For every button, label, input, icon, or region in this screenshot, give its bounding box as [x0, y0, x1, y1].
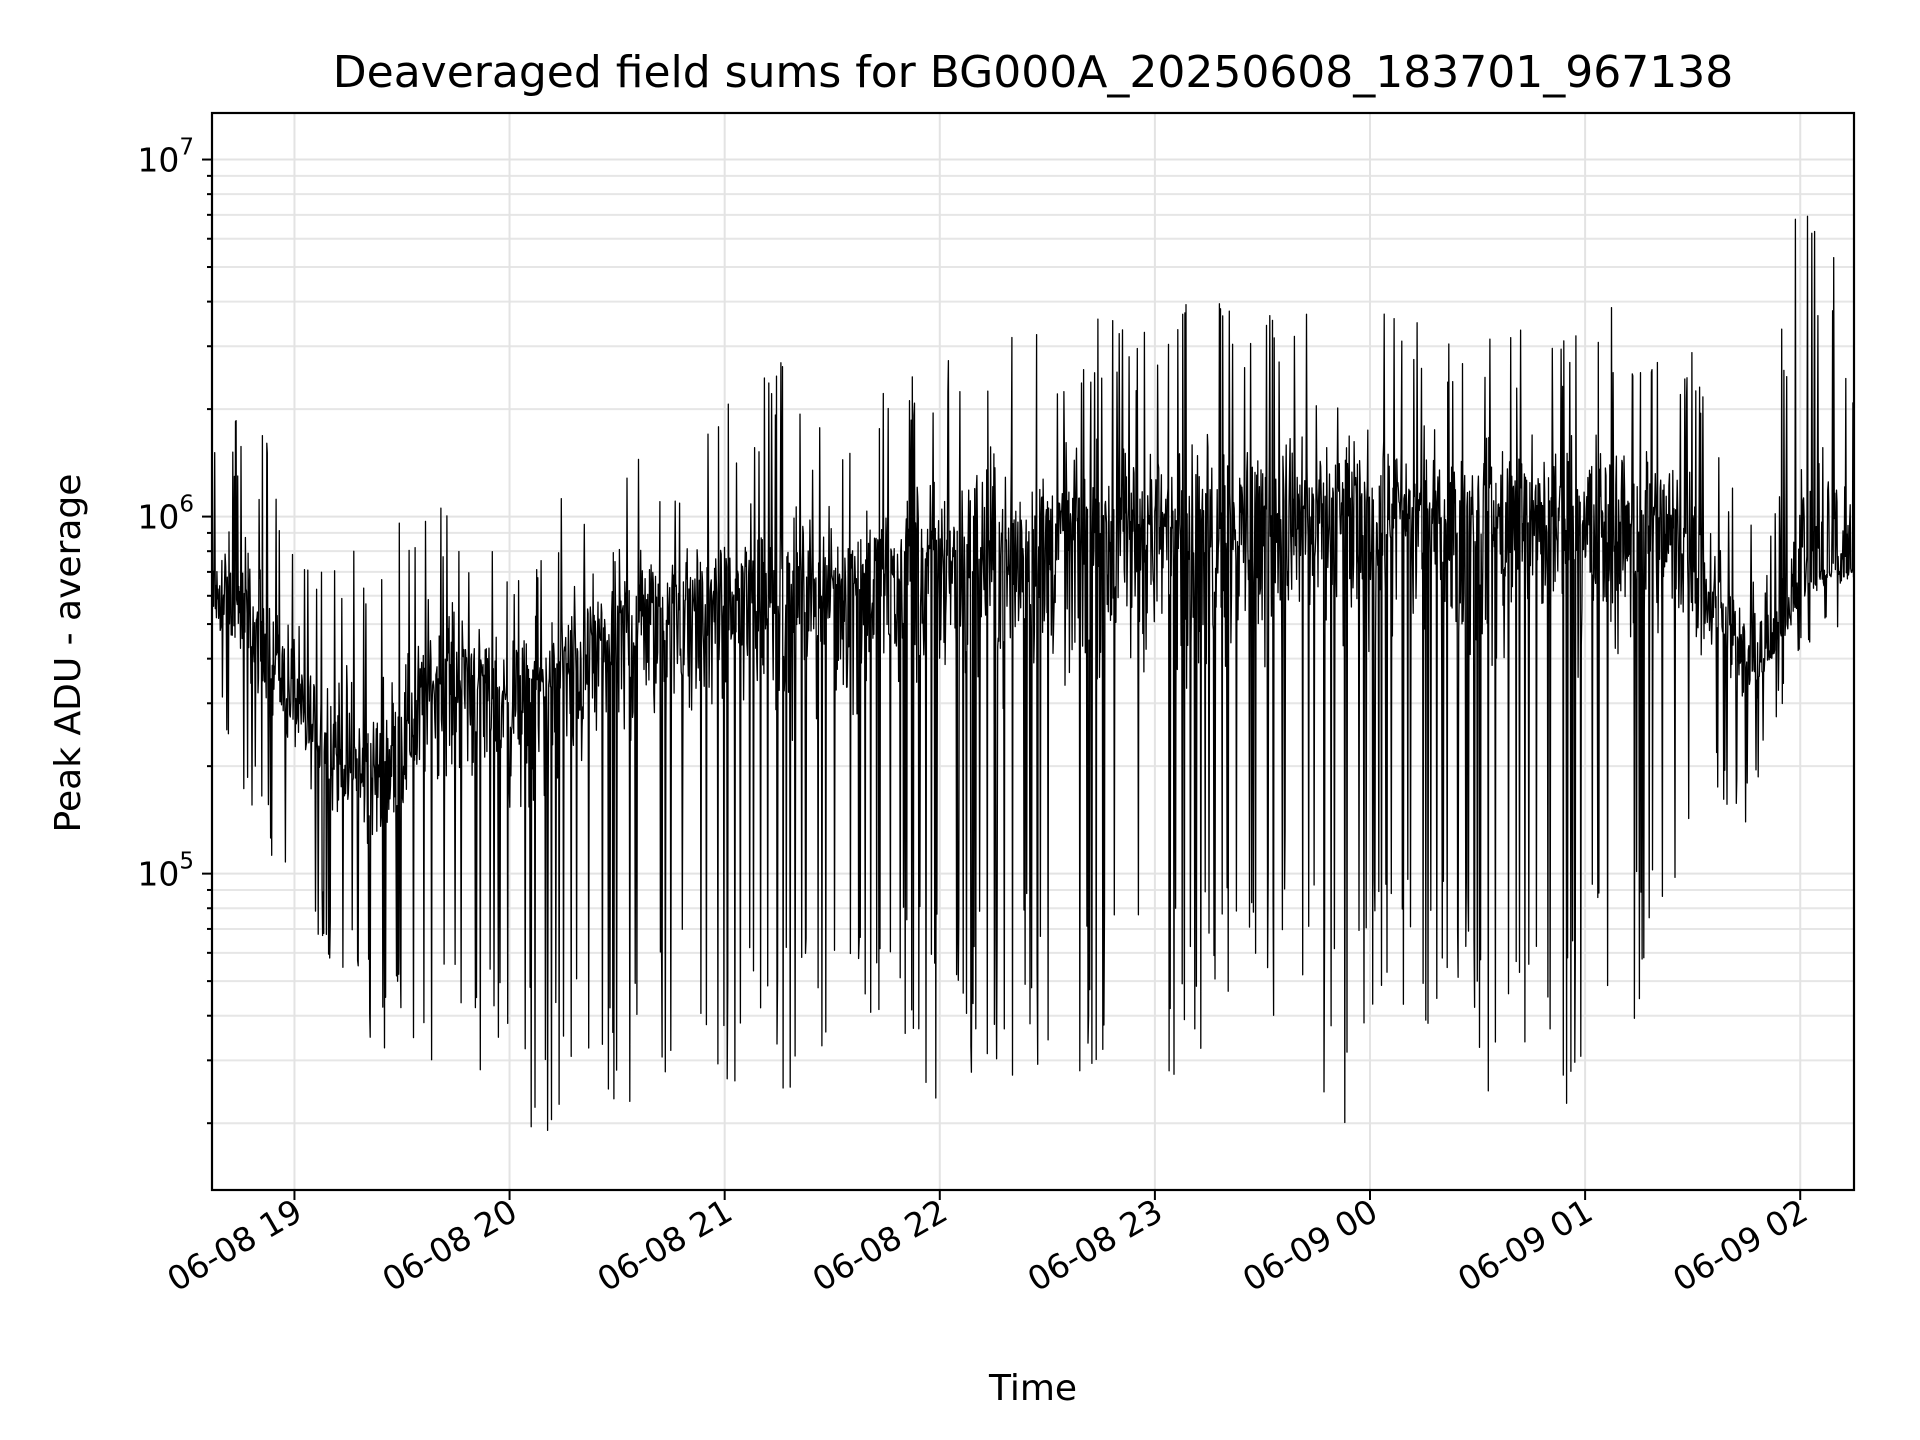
y-tick-label: 106 [137, 492, 194, 537]
series-line [212, 215, 1854, 1132]
y-axis: 105 106 107 [137, 135, 212, 1125]
x-axis-label: Time [988, 1368, 1077, 1409]
y-tick-label: 105 [137, 849, 194, 894]
y-axis-label: Peak ADU - average [48, 474, 89, 833]
plot-frame [210, 111, 1856, 1192]
chart-title: Deaveraged field sums for BG000A_2025060… [333, 47, 1733, 98]
series-layer [212, 215, 1854, 1132]
y-tick-label: 107 [137, 135, 194, 180]
